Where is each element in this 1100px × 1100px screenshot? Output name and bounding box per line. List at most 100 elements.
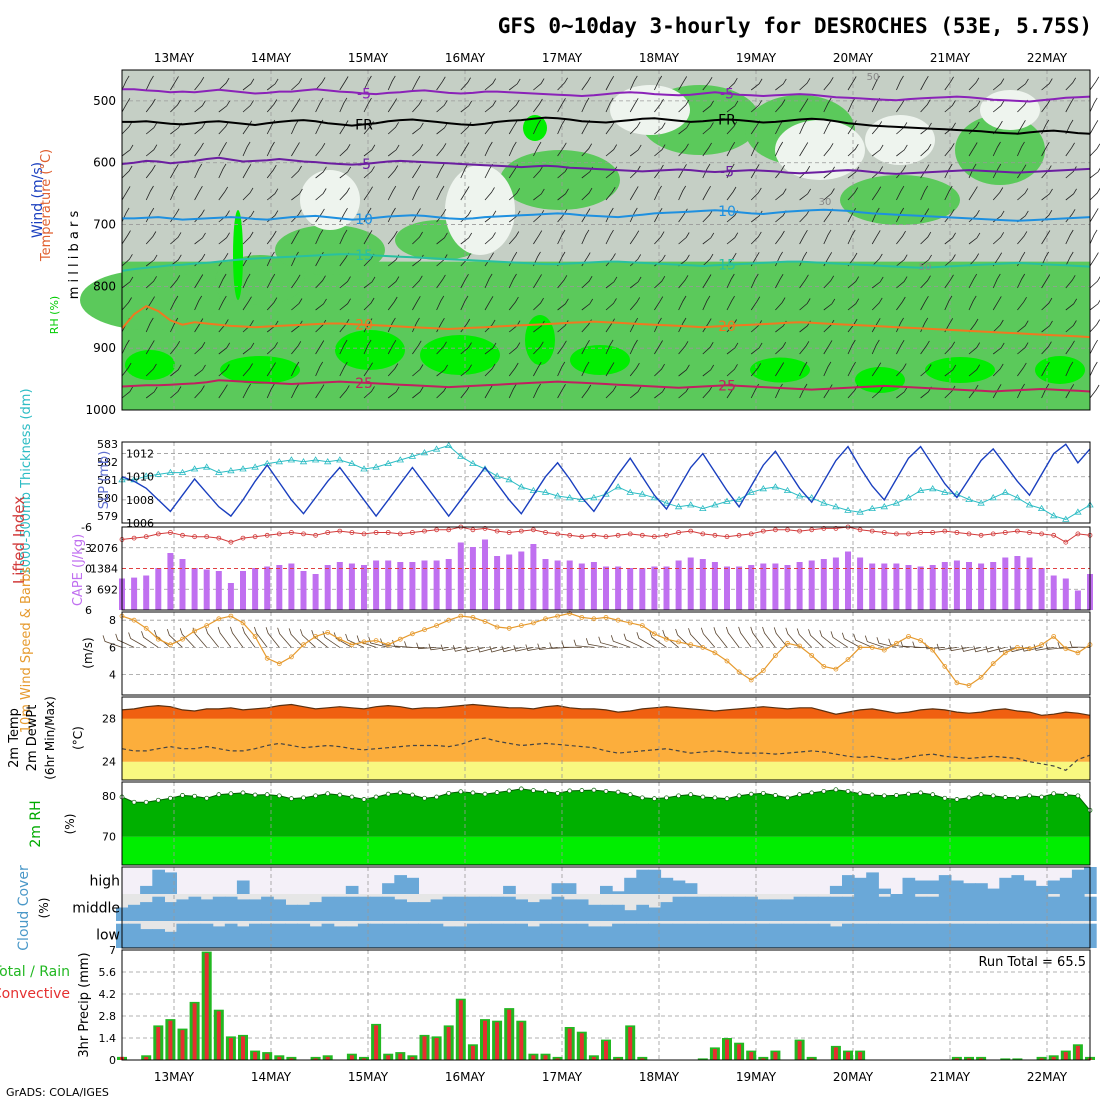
wind-barb (936, 643, 957, 651)
cloud-bar (975, 894, 988, 921)
isotherm-line (122, 88, 1091, 103)
wind-barb (1065, 97, 1074, 113)
thickness-tick-label: 583 (97, 438, 118, 451)
li-point (664, 532, 669, 538)
li-point (397, 531, 403, 537)
wind-barb (387, 185, 397, 201)
cloud-units-label: (%) (37, 898, 51, 919)
day-label-bottom: 18MAY (639, 1070, 680, 1084)
wind-barb (315, 384, 325, 399)
wind-barb (266, 383, 275, 399)
wind-barb (871, 297, 883, 311)
wind-barb (291, 274, 301, 289)
precip-convective-bar (712, 1049, 717, 1060)
wind-barb (154, 629, 171, 648)
wind-barb (847, 339, 856, 355)
temp-units-label: (°C) (71, 726, 85, 750)
wind-speed-axis-label: 10m Wind Speed & Barbs (19, 567, 34, 734)
wind-barb (194, 122, 206, 135)
cloud-panel (116, 867, 1097, 948)
cape-bar (421, 560, 428, 610)
wind-barb (121, 339, 130, 355)
wind-barb (194, 185, 203, 201)
wind-speed-point (434, 623, 440, 628)
thickness-point (953, 490, 961, 497)
wind-barb (823, 298, 836, 311)
isotherm-label: 25 (355, 376, 373, 392)
wind-tick-label: 4 (109, 669, 116, 682)
cape-bar (760, 563, 767, 610)
wind-barb (387, 386, 400, 399)
precip-convective-bar (725, 1039, 729, 1060)
wind-barb (605, 385, 617, 399)
cloud-bar (515, 923, 528, 948)
wind-background (122, 612, 1090, 695)
wind-barb (387, 122, 399, 135)
li-point (736, 532, 742, 538)
thickness-point (928, 485, 937, 492)
wind-barb (944, 163, 953, 179)
wind-barb (871, 386, 884, 399)
li-point (337, 528, 343, 534)
wind-barb (750, 342, 763, 355)
precip-total-legend: Total / Rain (0, 964, 70, 980)
cape-bar (808, 560, 815, 610)
precip-convective-bar (954, 1058, 959, 1060)
isotherm-label: 10 (355, 212, 373, 228)
cloud-bar (345, 896, 359, 921)
wind-barb (750, 141, 759, 157)
minmax-axis-label: (6hr Min/Max) (43, 696, 57, 780)
wind-barb (484, 319, 496, 333)
li-panel-frame (121, 526, 1091, 611)
li-point (180, 532, 185, 538)
wind-barb (847, 361, 856, 377)
wind-barb (944, 76, 954, 91)
wind-barb (1089, 229, 1098, 245)
wind-barb (141, 631, 159, 648)
wind-speed-point (288, 654, 294, 660)
wind-barb (1017, 362, 1027, 377)
wind-barb (654, 98, 664, 113)
wind-panel-frame (121, 611, 1091, 696)
precip-convective-bar (555, 1058, 560, 1060)
thickness-point (336, 456, 344, 463)
rh-moist-patch (275, 225, 385, 275)
wind-barb (1017, 383, 1025, 399)
li-tick-label: -3 (81, 542, 92, 555)
wind-barb (1065, 166, 1077, 179)
cape-bar (966, 562, 972, 610)
wind-barb (121, 386, 134, 399)
cloud-bar (382, 883, 395, 894)
wind-barb (750, 383, 760, 399)
wind-barb (1089, 143, 1100, 157)
precip-convective-bar (579, 1033, 584, 1060)
rh-point (482, 791, 488, 797)
wind-barb (775, 164, 785, 179)
wind-barb (654, 144, 666, 157)
cloud-bar (672, 880, 686, 894)
li-point (954, 530, 960, 535)
thickness-point (444, 441, 453, 448)
wind-units-label: (m/s) (81, 637, 95, 668)
wind-barb (192, 627, 208, 648)
wind-axis-label: Wind (m/s) (30, 162, 46, 238)
wind-barb (847, 76, 857, 91)
wind-barb (121, 165, 133, 179)
rh-saturated-patch (335, 330, 405, 370)
cloud-bar (987, 923, 1000, 948)
slp-panel-frame (121, 441, 1091, 524)
cloud-bar (333, 926, 347, 948)
rh-point (591, 787, 597, 793)
wind-barb (944, 295, 953, 311)
wind-barb (1041, 188, 1053, 201)
day-label-top: 19MAY (736, 51, 777, 65)
isotherm-label: 10 (718, 204, 736, 220)
cape-bar (482, 539, 488, 610)
cloud-bar (757, 923, 770, 948)
cloud-bar (466, 896, 480, 921)
wind-barb (823, 361, 832, 377)
cloud-bar (249, 899, 262, 921)
wind-barb (702, 100, 714, 113)
isotherm-label: 20 (355, 318, 373, 334)
wind-barb (412, 208, 421, 223)
